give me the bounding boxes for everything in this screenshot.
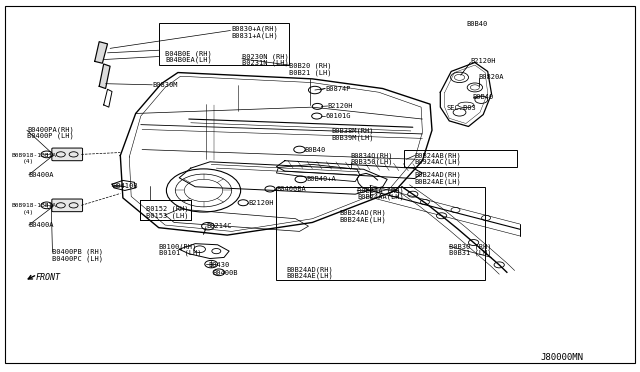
- Text: B0B350(LH): B0B350(LH): [351, 158, 393, 165]
- Text: B0B24AD(RH): B0B24AD(RH): [287, 266, 333, 273]
- Text: B0924AC(LH): B0924AC(LH): [415, 158, 461, 165]
- Text: B0B40: B0B40: [304, 147, 325, 153]
- Text: (4): (4): [22, 209, 34, 215]
- Bar: [159, 23, 289, 65]
- Text: B0400A: B0400A: [29, 172, 54, 178]
- Text: B0B24AE(LH): B0B24AE(LH): [287, 273, 333, 279]
- Text: B0B40+A: B0B40+A: [306, 176, 335, 182]
- Bar: [140, 200, 191, 220]
- Polygon shape: [95, 42, 108, 63]
- Text: B0400PC (LH): B0400PC (LH): [52, 255, 104, 262]
- Text: B0230N (RH): B0230N (RH): [242, 53, 289, 60]
- Text: B0153 (LH): B0153 (LH): [146, 212, 188, 219]
- Bar: [404, 150, 517, 167]
- Text: B0B24AE(LH): B0B24AE(LH): [415, 178, 461, 185]
- FancyBboxPatch shape: [52, 148, 83, 161]
- Text: B0400PA(RH): B0400PA(RH): [27, 126, 74, 133]
- Text: B0430: B0430: [208, 262, 229, 268]
- Text: B0400BA: B0400BA: [276, 186, 306, 192]
- Text: B0B31 (LH): B0B31 (LH): [449, 250, 492, 256]
- Text: B0834Q(RH): B0834Q(RH): [351, 152, 393, 159]
- Text: B0B24AD(RH): B0B24AD(RH): [339, 209, 386, 216]
- Polygon shape: [99, 64, 110, 89]
- Text: B04B0EA(LH): B04B0EA(LH): [165, 57, 212, 63]
- Text: B0B40: B0B40: [466, 21, 487, 27]
- Text: B0214C: B0214C: [206, 223, 232, 229]
- Text: SEC.B03: SEC.B03: [447, 105, 476, 111]
- Text: B0400P (LH): B0400P (LH): [27, 132, 74, 139]
- Text: (4): (4): [22, 159, 34, 164]
- Text: B0B24AB(RH): B0B24AB(RH): [415, 152, 461, 159]
- Text: B2120H: B2120H: [248, 200, 274, 206]
- FancyBboxPatch shape: [52, 199, 83, 212]
- Text: B0B20 (RH): B0B20 (RH): [289, 63, 332, 70]
- Text: B0820A: B0820A: [479, 74, 504, 80]
- Text: B08918-1B81A: B08918-1B81A: [12, 203, 56, 208]
- Text: B0831+A(LH): B0831+A(LH): [232, 32, 278, 39]
- Text: B0152 (RH): B0152 (RH): [146, 206, 188, 212]
- Text: B0830M: B0830M: [152, 82, 178, 88]
- Text: B0874P: B0874P: [325, 86, 351, 92]
- Text: B0B24AA(LH): B0B24AA(LH): [357, 194, 404, 201]
- Text: 60101G: 60101G: [325, 113, 351, 119]
- Text: B0830+A(RH): B0830+A(RH): [232, 26, 278, 32]
- Text: B0B40: B0B40: [472, 94, 493, 100]
- Text: B0B38M(RH): B0B38M(RH): [332, 128, 374, 134]
- Text: B0B24AE(LH): B0B24AE(LH): [339, 216, 386, 223]
- Text: B0410B: B0410B: [112, 183, 138, 189]
- Text: J80000MN: J80000MN: [541, 353, 584, 362]
- Text: B0B24A (RH): B0B24A (RH): [357, 187, 404, 194]
- Text: B0B39M(LH): B0B39M(LH): [332, 134, 374, 141]
- Text: FRONT: FRONT: [35, 273, 60, 282]
- Text: B0400B: B0400B: [212, 270, 238, 276]
- Text: B0101 (LH): B0101 (LH): [159, 250, 201, 256]
- Text: B2120H: B2120H: [328, 103, 353, 109]
- Text: B2120H: B2120H: [470, 58, 496, 64]
- Bar: [140, 200, 191, 220]
- Text: B0400A: B0400A: [29, 222, 54, 228]
- Bar: [276, 187, 485, 280]
- Text: B04B0E (RH): B04B0E (RH): [165, 50, 212, 57]
- Text: B0100(RH): B0100(RH): [159, 243, 197, 250]
- Text: B0B30 (RH): B0B30 (RH): [449, 243, 492, 250]
- Text: B0231N (LH): B0231N (LH): [242, 60, 289, 66]
- Text: B0B24AD(RH): B0B24AD(RH): [415, 171, 461, 178]
- Text: B0400PB (RH): B0400PB (RH): [52, 249, 104, 256]
- Text: B0B21 (LH): B0B21 (LH): [289, 69, 332, 76]
- Text: B08918-1B81A: B08918-1B81A: [12, 153, 56, 158]
